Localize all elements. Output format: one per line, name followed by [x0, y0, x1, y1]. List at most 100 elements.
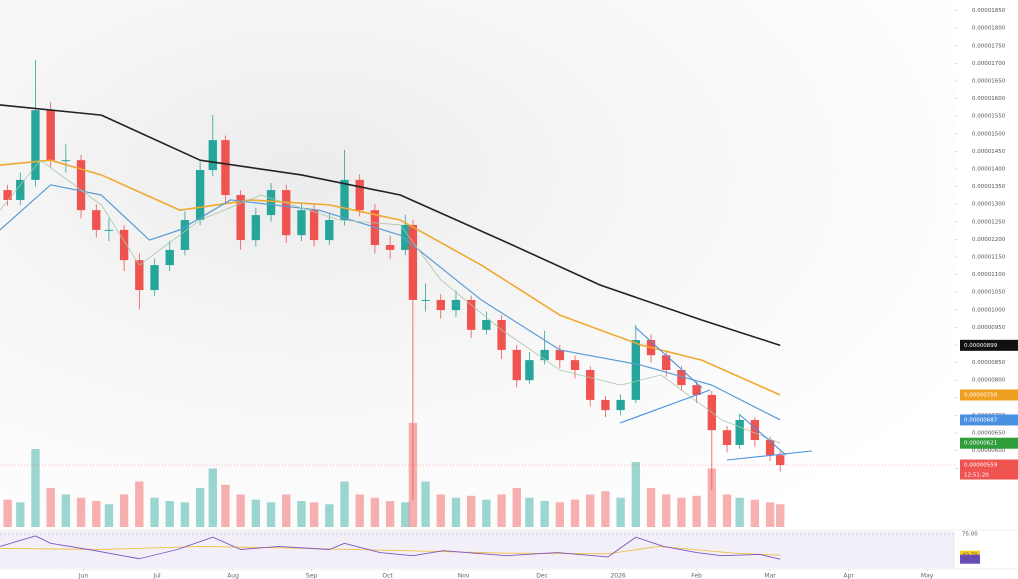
candle-body [677, 369, 686, 386]
candle-body [555, 349, 565, 361]
ma-tag-label: 0.00000687 [964, 417, 998, 423]
y-tick-label: 0.00000950 [972, 325, 1006, 331]
y-tick-label: 0.00001300 [972, 202, 1006, 208]
candle-body [309, 210, 319, 241]
y-tick-label: 0.00001400 [972, 166, 1006, 172]
volume-bar [385, 501, 395, 527]
candle-body [722, 430, 732, 445]
candle-body [436, 299, 445, 311]
volume-bar [722, 494, 732, 527]
candle-body [208, 140, 217, 171]
volume-bar [119, 494, 129, 527]
candle-body [616, 399, 625, 411]
candle-body [540, 349, 549, 361]
y-tick-label: 0.00001200 [972, 237, 1006, 243]
moving-average [0, 184, 781, 421]
volume-bar [421, 481, 430, 527]
candle-body [735, 419, 744, 445]
candle-body [165, 249, 174, 266]
trendline [634, 326, 703, 389]
y-tick-label: 0.00001150 [972, 254, 1006, 260]
volume-bar [208, 468, 217, 527]
volume-bar [750, 499, 760, 527]
x-tick-label: Feb [691, 573, 702, 579]
rsi-panel [0, 531, 955, 568]
candle-body [119, 229, 129, 261]
candle-body [76, 160, 86, 211]
volume-bar [677, 497, 686, 527]
price-axis-panel [955, 0, 1018, 579]
volume-bar [92, 501, 101, 527]
countdown: 12:51:20 [964, 473, 989, 479]
candle-body [512, 349, 521, 381]
candle-body [31, 110, 40, 180]
candle-body [776, 455, 785, 466]
y-tick-label: 0.00000650 [972, 430, 1006, 436]
x-tick-label: Apr [843, 573, 854, 579]
volume-bar [497, 494, 506, 527]
candle-body [401, 224, 410, 250]
candle-body [282, 190, 291, 236]
volume-bar [586, 494, 595, 527]
volume-bar [325, 504, 334, 527]
x-tick-label: Jun [78, 573, 89, 579]
y-tick-label: 0.00001750 [972, 43, 1006, 49]
volume-bar [662, 494, 671, 527]
y-tick-label: 0.00000850 [972, 360, 1006, 366]
volume-bar [436, 494, 445, 527]
trendline [739, 414, 787, 456]
candle-body [355, 179, 364, 211]
ma-tag [960, 437, 1018, 449]
volume-bar [297, 501, 306, 527]
candle-body [236, 195, 245, 241]
ma-tag [960, 339, 1018, 351]
candle-body [601, 399, 610, 411]
y-tick-label: 0.00001550 [972, 114, 1006, 120]
y-tick-label: 0.00000600 [972, 448, 1006, 454]
candle-body [631, 340, 641, 400]
volume-bar [251, 499, 261, 527]
volume-bar [370, 497, 380, 527]
volume-bar [631, 462, 641, 527]
trendline [726, 450, 813, 461]
volume-bar [540, 501, 549, 527]
candle-body [586, 369, 595, 400]
candle-body [662, 355, 671, 370]
y-tick-label: 0.00001250 [972, 219, 1006, 225]
candle-body [150, 265, 159, 291]
volume-bar [646, 488, 656, 527]
volume-bar [466, 495, 476, 527]
volume-bar [765, 502, 775, 527]
volume-bar [135, 481, 144, 527]
candle-body [221, 140, 230, 196]
y-tick-label: 0.00001850 [972, 8, 1006, 14]
volume-bar [512, 488, 521, 527]
volume-bar [282, 494, 291, 527]
volume-bar [616, 497, 625, 527]
candle-body [451, 299, 461, 311]
y-tick-label: 0.00001600 [972, 96, 1006, 102]
candle-body [46, 110, 55, 161]
volume-bar [340, 481, 349, 527]
volume-bar [266, 502, 276, 527]
candle-body [135, 260, 144, 291]
volume-bar [61, 494, 71, 527]
candle-body [16, 179, 25, 200]
moving-average [0, 159, 781, 396]
volume-bar [482, 499, 491, 527]
x-tick-label: Aug [227, 573, 239, 579]
candle-body [421, 299, 430, 301]
volume-bar [46, 488, 55, 527]
candle-body [765, 440, 775, 456]
x-tick-label: Mar [764, 573, 776, 579]
trendline [619, 389, 711, 424]
candle-body [482, 319, 491, 330]
x-tick-label: Dec [536, 573, 548, 579]
volume-bar [309, 502, 319, 527]
moving-average [0, 159, 781, 444]
volume-bar [16, 502, 25, 527]
plot-layer: 0.00001850 0.00001800 0.00001750 0.00001700… [0, 8, 1018, 579]
candle-body [180, 220, 190, 250]
trendlines [619, 326, 813, 461]
